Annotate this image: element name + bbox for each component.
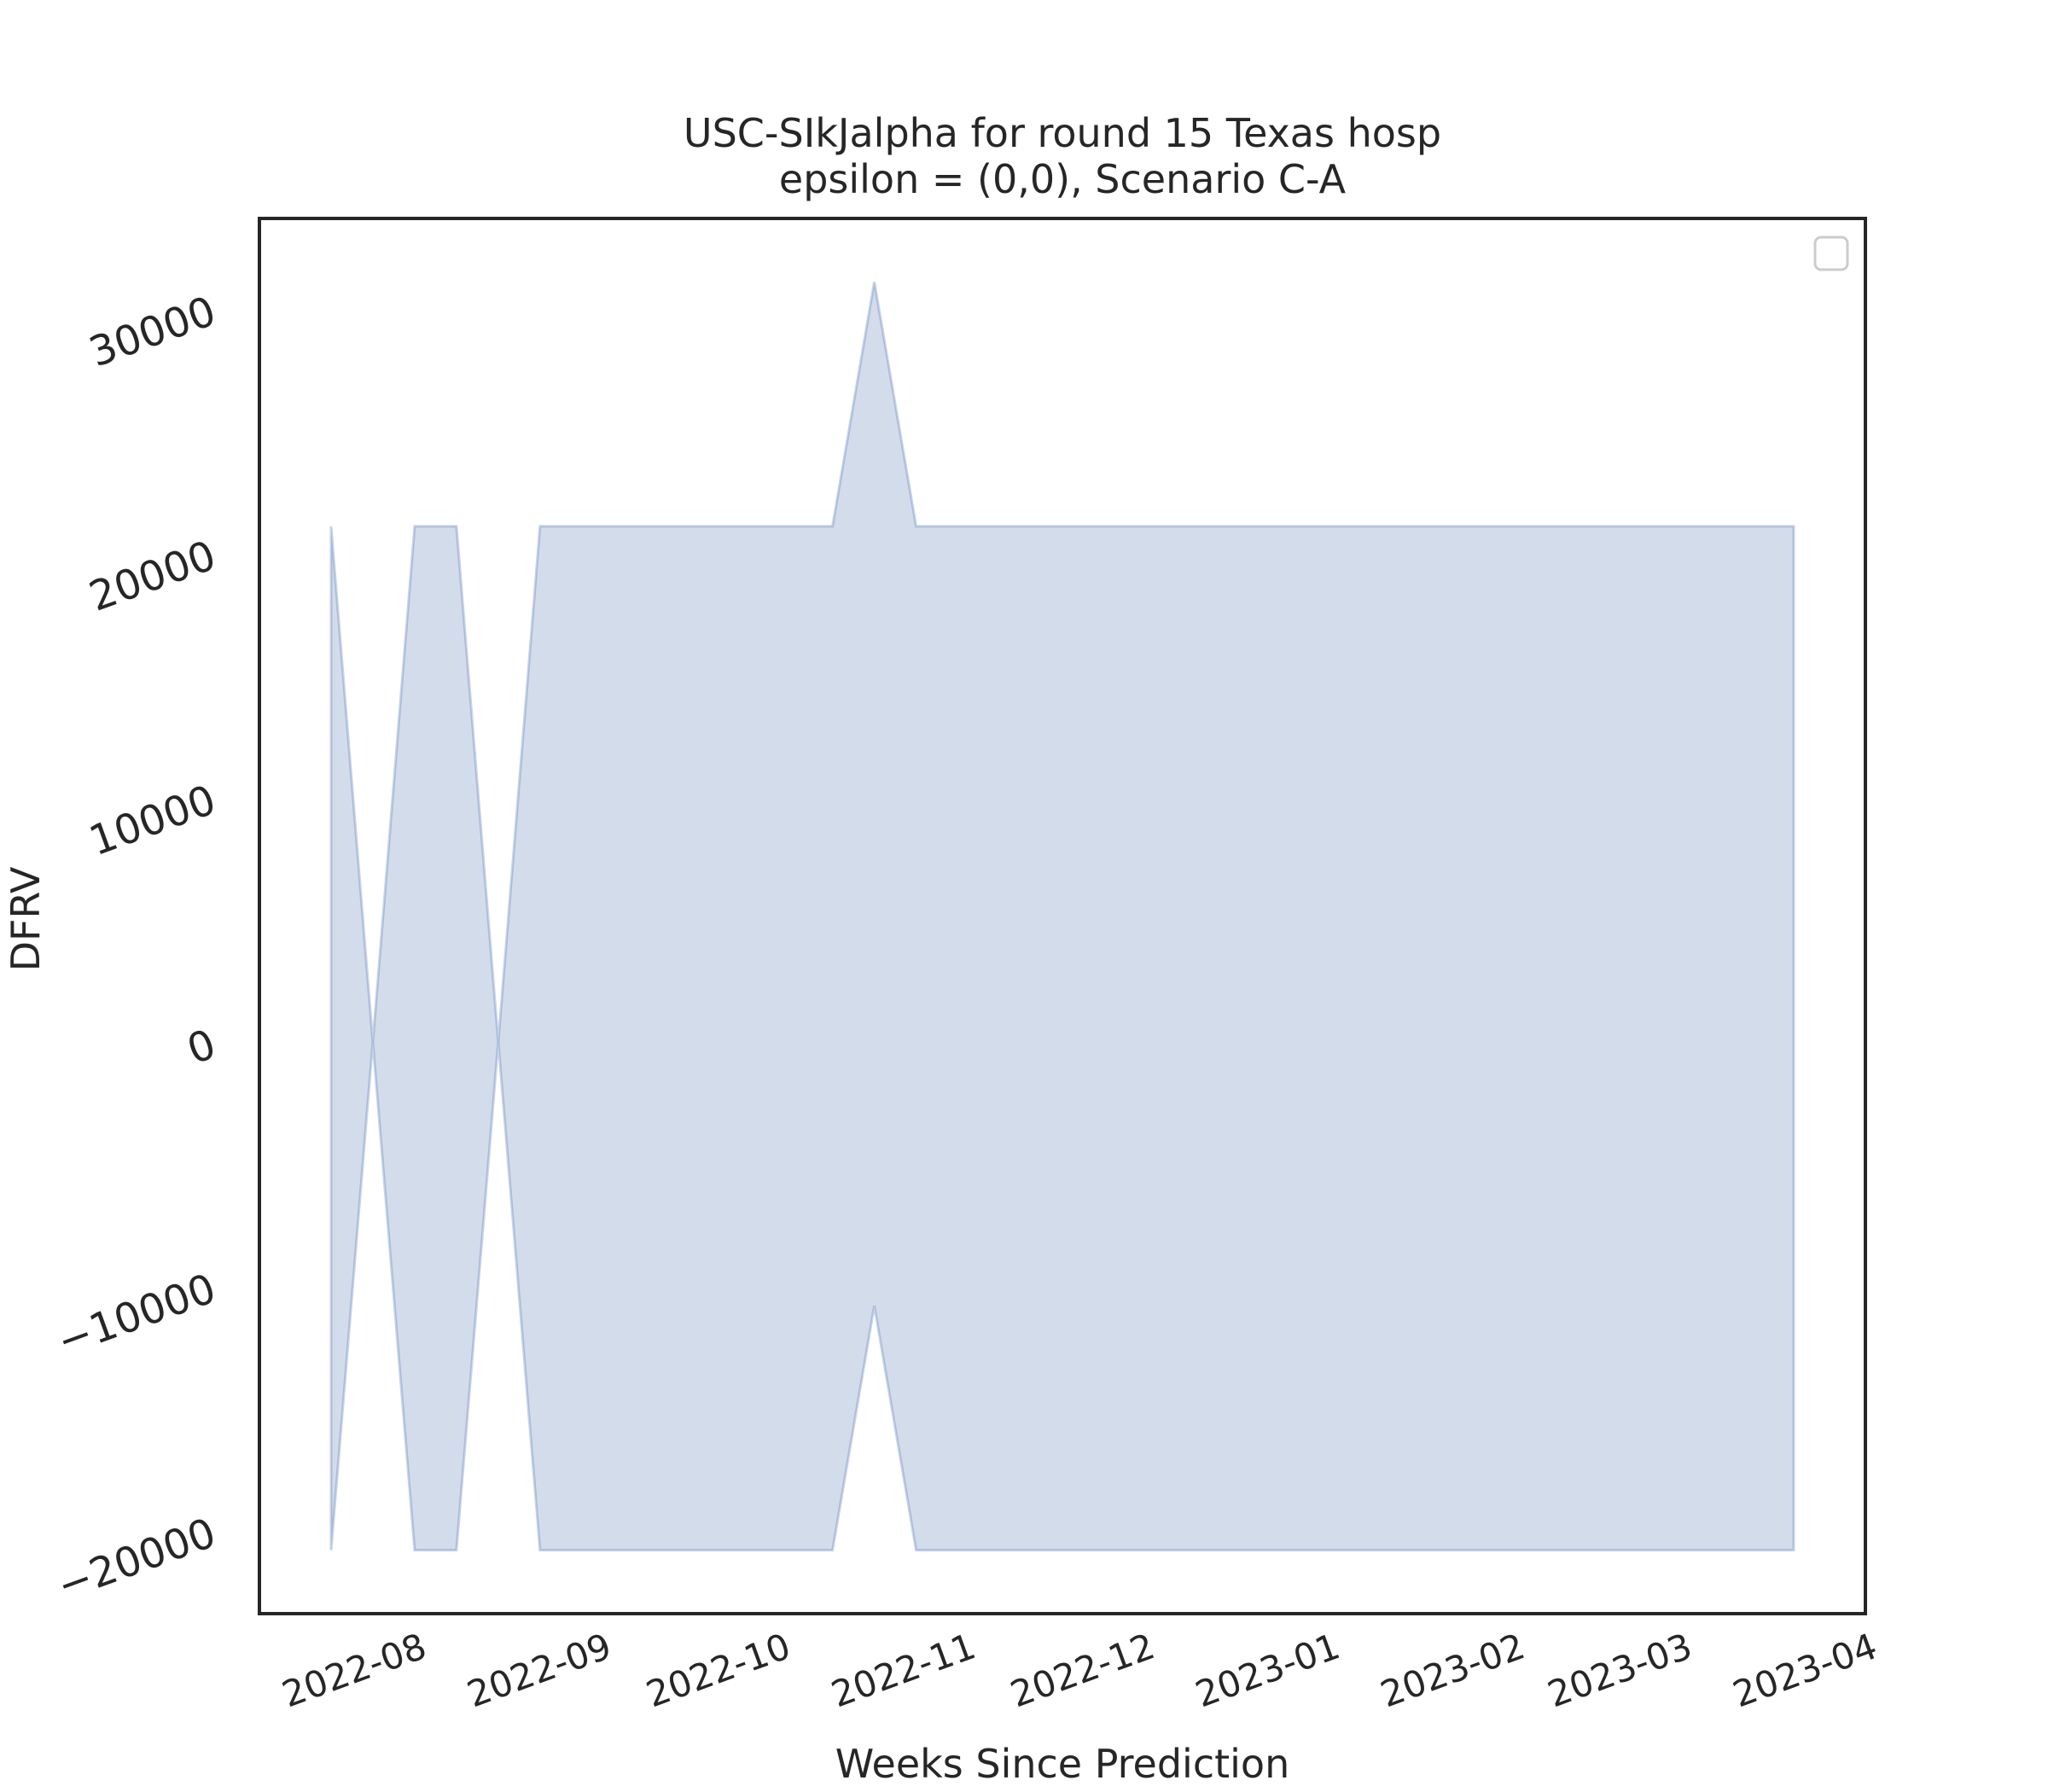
y-tick-label: −10000	[51, 1265, 222, 1366]
x-axis-label: Weeks Since Prediction	[835, 1741, 1289, 1787]
band-area	[329, 282, 1795, 1552]
x-tick-label: 2022-12	[1005, 1625, 1161, 1715]
y-tick-label: 20000	[83, 532, 222, 621]
x-tick-label: 2022-11	[826, 1625, 981, 1715]
chart-subtitle: epsilon = (0,0), Scenario C-A	[779, 156, 1347, 202]
y-tick-label: 0	[181, 1021, 222, 1074]
y-tick-label: 30000	[83, 288, 222, 377]
x-tick-label: 2022-08	[276, 1625, 432, 1715]
chart-title: USC-SIkJalpha for round 15 Texas hosp	[684, 110, 1441, 156]
y-tick-label: −20000	[51, 1509, 222, 1610]
x-tick-label: 2023-02	[1375, 1625, 1530, 1715]
legend-box	[1813, 236, 1849, 271]
x-tick-label: 2023-03	[1542, 1625, 1697, 1715]
x-tick-label: 2022-10	[641, 1625, 796, 1715]
axes-frame	[258, 217, 1867, 1615]
x-tick-label: 2023-04	[1727, 1625, 1882, 1715]
y-axis-label: DFRV	[3, 866, 49, 971]
x-tick-label: 2023-01	[1190, 1625, 1346, 1715]
y-tick-label: 10000	[83, 776, 222, 865]
x-tick-label: 2022-09	[462, 1625, 617, 1715]
plot-area	[329, 282, 1795, 1552]
